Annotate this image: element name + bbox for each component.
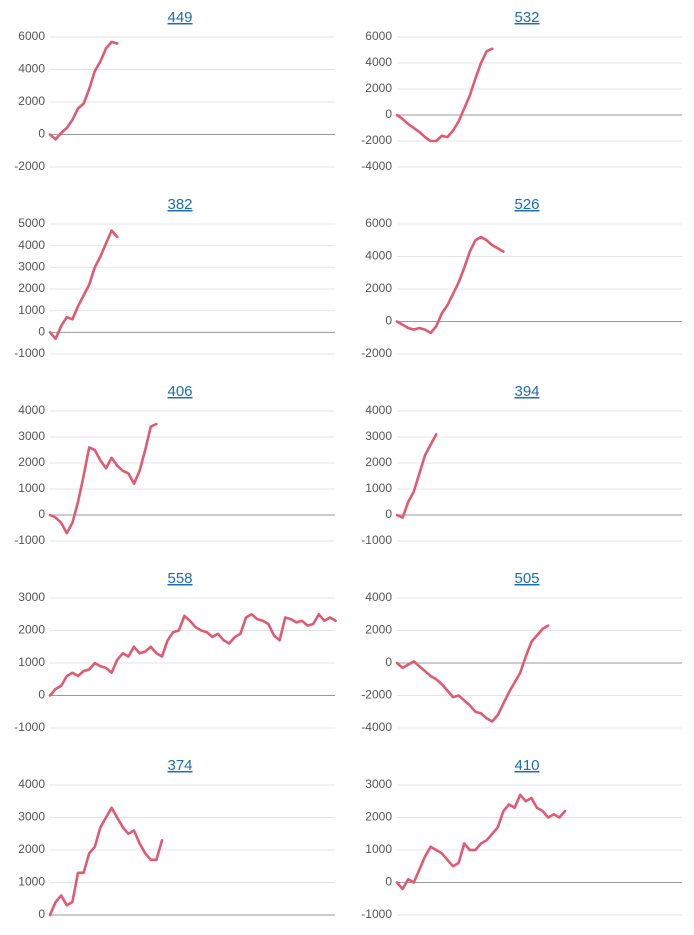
y-tick-label: 0	[38, 127, 45, 141]
y-tick-label: 3000	[365, 429, 392, 443]
chart-title[interactable]: 410	[514, 757, 539, 774]
line-chart: 410 -1000 0 1000 2000 3000	[361, 757, 682, 921]
y-tick-label: -1000	[361, 533, 392, 547]
y-tick-label: 4000	[18, 238, 45, 252]
y-tick-label: 4000	[365, 590, 392, 604]
y-tick-label: 3000	[18, 810, 45, 824]
y-tick-label: 1000	[18, 303, 45, 317]
y-tick-label: 0	[385, 314, 392, 328]
y-tick-label: 0	[38, 688, 45, 702]
y-tick-label: 0	[38, 507, 45, 521]
y-tick-label: 2000	[18, 281, 45, 295]
chart-title[interactable]: 526	[514, 196, 539, 213]
y-tick-label: 4000	[365, 55, 392, 69]
y-tick-label: 2000	[365, 281, 392, 295]
line-chart: 558 -1000 0 1000 2000 3000	[14, 570, 337, 734]
chart-title[interactable]: 394	[514, 383, 539, 400]
line-chart: 406 -1000 0 1000 2000 3000 4000	[14, 383, 335, 547]
y-tick-label: -1000	[14, 533, 45, 547]
chart-title[interactable]: 449	[167, 9, 192, 26]
y-tick-label: 2000	[365, 623, 392, 637]
y-tick-label: 4000	[18, 777, 45, 791]
chart-title[interactable]: 382	[167, 196, 192, 213]
y-tick-label: 6000	[18, 29, 45, 43]
y-tick-label: 3000	[18, 260, 45, 274]
y-tick-label: -1000	[14, 720, 45, 734]
y-tick-label: -1000	[361, 907, 392, 921]
y-tick-label: 6000	[365, 29, 392, 43]
y-tick-label: 2000	[18, 455, 45, 469]
y-tick-label: 0	[38, 325, 45, 339]
y-tick-label: 0	[385, 507, 392, 521]
y-tick-label: 2000	[18, 623, 45, 637]
chart-title[interactable]: 532	[514, 9, 539, 26]
y-tick-label: 4000	[18, 62, 45, 76]
data-line	[395, 235, 505, 335]
y-tick-label: 1000	[365, 842, 392, 856]
y-tick-label: 4000	[18, 403, 45, 417]
y-tick-label: -1000	[14, 346, 45, 360]
y-tick-label: -2000	[361, 346, 392, 360]
chart-title[interactable]: 505	[514, 570, 539, 587]
line-chart: 449 -2000 0 2000 4000 6000	[14, 9, 335, 173]
y-tick-label: -4000	[361, 720, 392, 734]
y-tick-label: 2000	[365, 81, 392, 95]
y-tick-label: -2000	[14, 159, 45, 173]
y-tick-label: 0	[385, 875, 392, 889]
chart-title[interactable]: 406	[167, 383, 192, 400]
line-chart: 532 -4000 -2000 0 2000 4000 6000	[361, 9, 682, 173]
data-line	[48, 422, 158, 535]
y-tick-label: 1000	[18, 875, 45, 889]
y-tick-label: 1000	[18, 481, 45, 495]
data-line	[48, 229, 119, 341]
data-line	[48, 806, 164, 917]
y-tick-label: 1000	[365, 481, 392, 495]
data-line	[48, 40, 119, 141]
chart-title[interactable]: 374	[167, 757, 192, 774]
y-tick-label: 2000	[18, 94, 45, 108]
y-tick-label: 0	[385, 107, 392, 121]
y-tick-label: 5000	[18, 216, 45, 230]
data-line	[395, 624, 550, 723]
y-tick-label: 3000	[18, 429, 45, 443]
line-chart: 394 -1000 0 1000 2000 3000 4000	[361, 383, 682, 547]
y-tick-label: -2000	[361, 688, 392, 702]
y-tick-label: -4000	[361, 159, 392, 173]
y-tick-label: 0	[38, 907, 45, 921]
y-tick-label: 4000	[365, 249, 392, 263]
line-chart: 505 -4000 -2000 0 2000 4000	[361, 570, 682, 734]
y-tick-label: 3000	[365, 777, 392, 791]
data-line	[395, 793, 567, 891]
data-line	[395, 433, 438, 519]
y-tick-label: 0	[385, 655, 392, 669]
y-tick-label: 1000	[18, 655, 45, 669]
line-chart: 526 -2000 0 2000 4000 6000	[361, 196, 682, 360]
y-tick-label: 2000	[18, 842, 45, 856]
chart-title[interactable]: 558	[167, 570, 192, 587]
data-line	[48, 613, 337, 697]
y-tick-label: 4000	[365, 403, 392, 417]
line-chart: 382 -1000 0 1000 2000 3000 4000 5000	[14, 196, 335, 360]
y-tick-label: -2000	[361, 133, 392, 147]
y-tick-label: 6000	[365, 216, 392, 230]
y-tick-label: 3000	[18, 590, 45, 604]
y-tick-label: 2000	[365, 810, 392, 824]
data-line	[395, 47, 494, 143]
line-chart: 374 0 1000 2000 3000 4000	[18, 757, 335, 921]
y-tick-label: 2000	[365, 455, 392, 469]
